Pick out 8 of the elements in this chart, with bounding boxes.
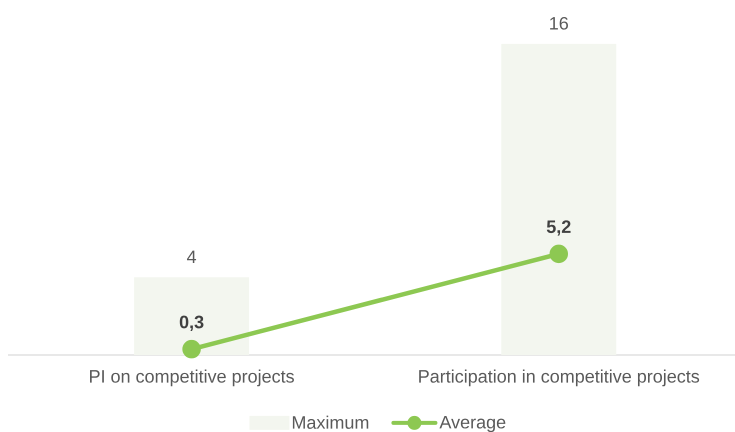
data-label: 5,2 — [546, 220, 571, 236]
data-label: 4 — [186, 250, 196, 264]
x-tick-label: Participation in competitive projects — [419, 370, 700, 386]
x-tick-label: PI on competitive projects — [90, 370, 294, 386]
data-label: 0,3 — [180, 316, 204, 331]
legend-label: Maximum — [292, 416, 368, 429]
data-label: 16 — [550, 16, 568, 30]
legend-label: Average — [439, 416, 506, 432]
